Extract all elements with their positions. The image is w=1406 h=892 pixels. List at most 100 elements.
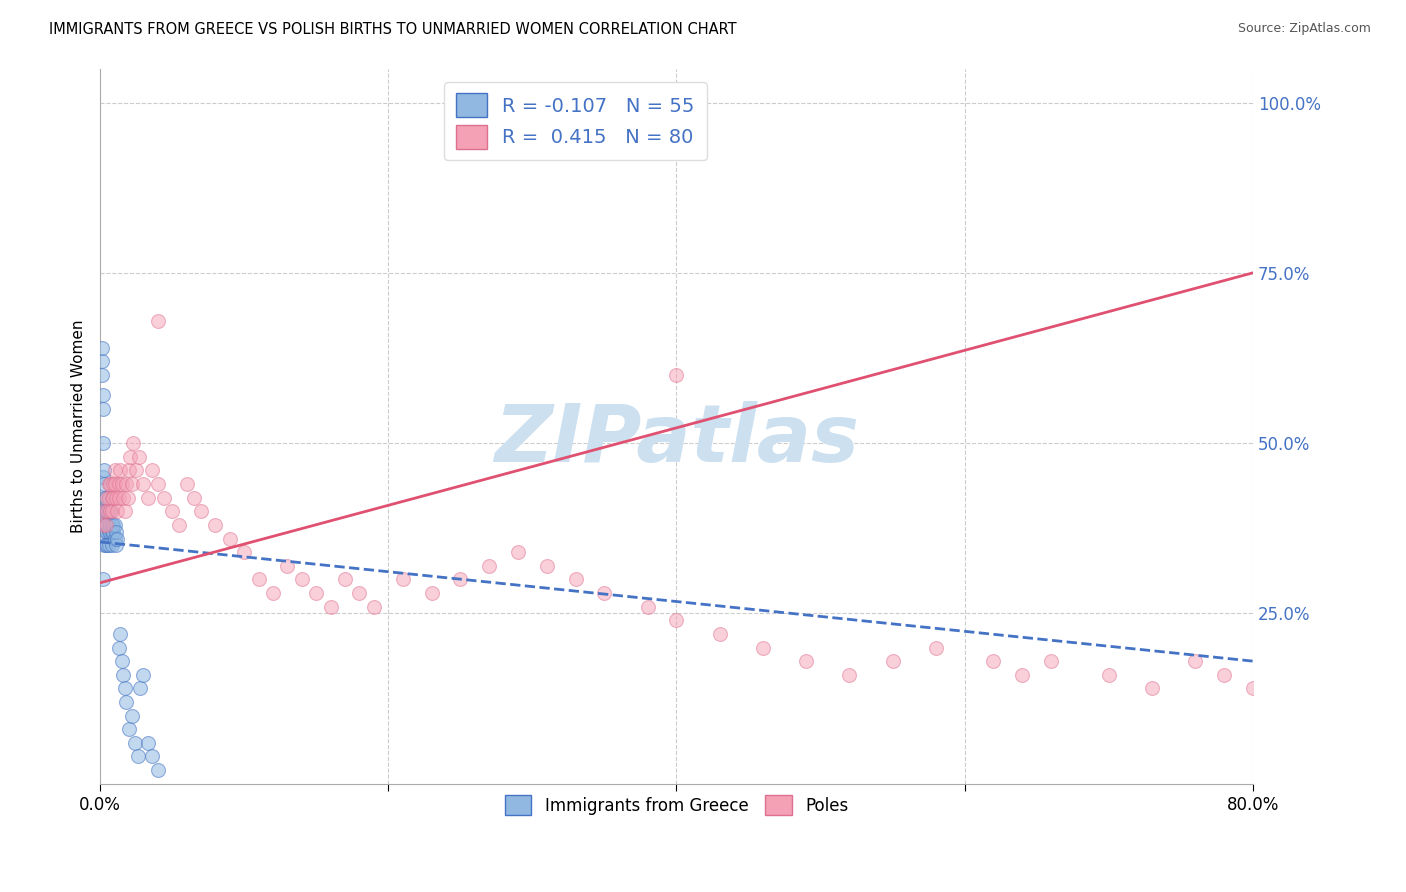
- Point: [752, 640, 775, 655]
- Point: [111, 654, 134, 668]
- Point: [90, 354, 112, 368]
- Point: [132, 477, 155, 491]
- Point: [93, 504, 115, 518]
- Point: [98, 504, 121, 518]
- Point: [124, 736, 146, 750]
- Point: [94, 504, 117, 518]
- Point: [665, 368, 688, 382]
- Point: [593, 586, 616, 600]
- Point: [564, 573, 586, 587]
- Point: [218, 532, 240, 546]
- Point: [1140, 681, 1163, 696]
- Point: [103, 463, 125, 477]
- Point: [93, 538, 115, 552]
- Point: [101, 491, 124, 505]
- Point: [103, 517, 125, 532]
- Point: [112, 667, 135, 681]
- Point: [1213, 667, 1236, 681]
- Point: [101, 517, 124, 532]
- Point: [103, 532, 125, 546]
- Point: [90, 368, 112, 382]
- Point: [118, 723, 141, 737]
- Point: [665, 613, 688, 627]
- Point: [247, 573, 270, 587]
- Point: [169, 517, 191, 532]
- Point: [104, 524, 127, 539]
- Point: [141, 463, 163, 477]
- Point: [91, 436, 114, 450]
- Point: [96, 524, 118, 539]
- Point: [97, 504, 120, 518]
- Point: [190, 504, 212, 518]
- Point: [349, 586, 371, 600]
- Point: [94, 491, 117, 505]
- Point: [118, 463, 141, 477]
- Point: [91, 402, 114, 417]
- Point: [94, 538, 117, 552]
- Point: [262, 586, 284, 600]
- Point: [204, 517, 226, 532]
- Point: [98, 524, 121, 539]
- Point: [97, 491, 120, 505]
- Point: [96, 517, 118, 532]
- Point: [100, 491, 122, 505]
- Legend: Immigrants from Greece, Poles: Immigrants from Greece, Poles: [495, 785, 858, 825]
- Point: [1241, 681, 1264, 696]
- Point: [838, 667, 860, 681]
- Point: [128, 450, 150, 464]
- Point: [100, 524, 122, 539]
- Point: [108, 491, 131, 505]
- Point: [125, 463, 148, 477]
- Point: [100, 517, 122, 532]
- Point: [146, 477, 169, 491]
- Point: [183, 491, 205, 505]
- Point: [276, 558, 298, 573]
- Text: IMMIGRANTS FROM GREECE VS POLISH BIRTHS TO UNMARRIED WOMEN CORRELATION CHART: IMMIGRANTS FROM GREECE VS POLISH BIRTHS …: [49, 22, 737, 37]
- Point: [132, 667, 155, 681]
- Point: [114, 504, 136, 518]
- Point: [121, 708, 143, 723]
- Point: [1040, 654, 1063, 668]
- Point: [97, 517, 120, 532]
- Point: [101, 477, 124, 491]
- Point: [115, 695, 138, 709]
- Point: [478, 558, 501, 573]
- Point: [96, 491, 118, 505]
- Point: [176, 477, 198, 491]
- Text: Source: ZipAtlas.com: Source: ZipAtlas.com: [1237, 22, 1371, 36]
- Point: [122, 436, 145, 450]
- Point: [141, 749, 163, 764]
- Point: [983, 654, 1005, 668]
- Point: [420, 586, 443, 600]
- Point: [97, 538, 120, 552]
- Point: [110, 627, 132, 641]
- Point: [114, 681, 136, 696]
- Point: [94, 517, 117, 532]
- Point: [107, 504, 129, 518]
- Point: [98, 504, 121, 518]
- Point: [925, 640, 948, 655]
- Point: [152, 491, 174, 505]
- Point: [709, 627, 731, 641]
- Point: [136, 491, 159, 505]
- Point: [146, 763, 169, 777]
- Point: [129, 681, 152, 696]
- Point: [91, 517, 114, 532]
- Point: [1098, 667, 1121, 681]
- Point: [103, 477, 125, 491]
- Point: [506, 545, 529, 559]
- Point: [93, 517, 115, 532]
- Point: [101, 524, 124, 539]
- Point: [794, 654, 817, 668]
- Point: [115, 477, 138, 491]
- Point: [97, 524, 120, 539]
- Point: [98, 477, 121, 491]
- Point: [91, 388, 114, 402]
- Point: [96, 504, 118, 518]
- Point: [449, 573, 471, 587]
- Point: [127, 749, 149, 764]
- Point: [160, 504, 183, 518]
- Point: [111, 477, 134, 491]
- Point: [96, 504, 118, 518]
- Point: [882, 654, 904, 668]
